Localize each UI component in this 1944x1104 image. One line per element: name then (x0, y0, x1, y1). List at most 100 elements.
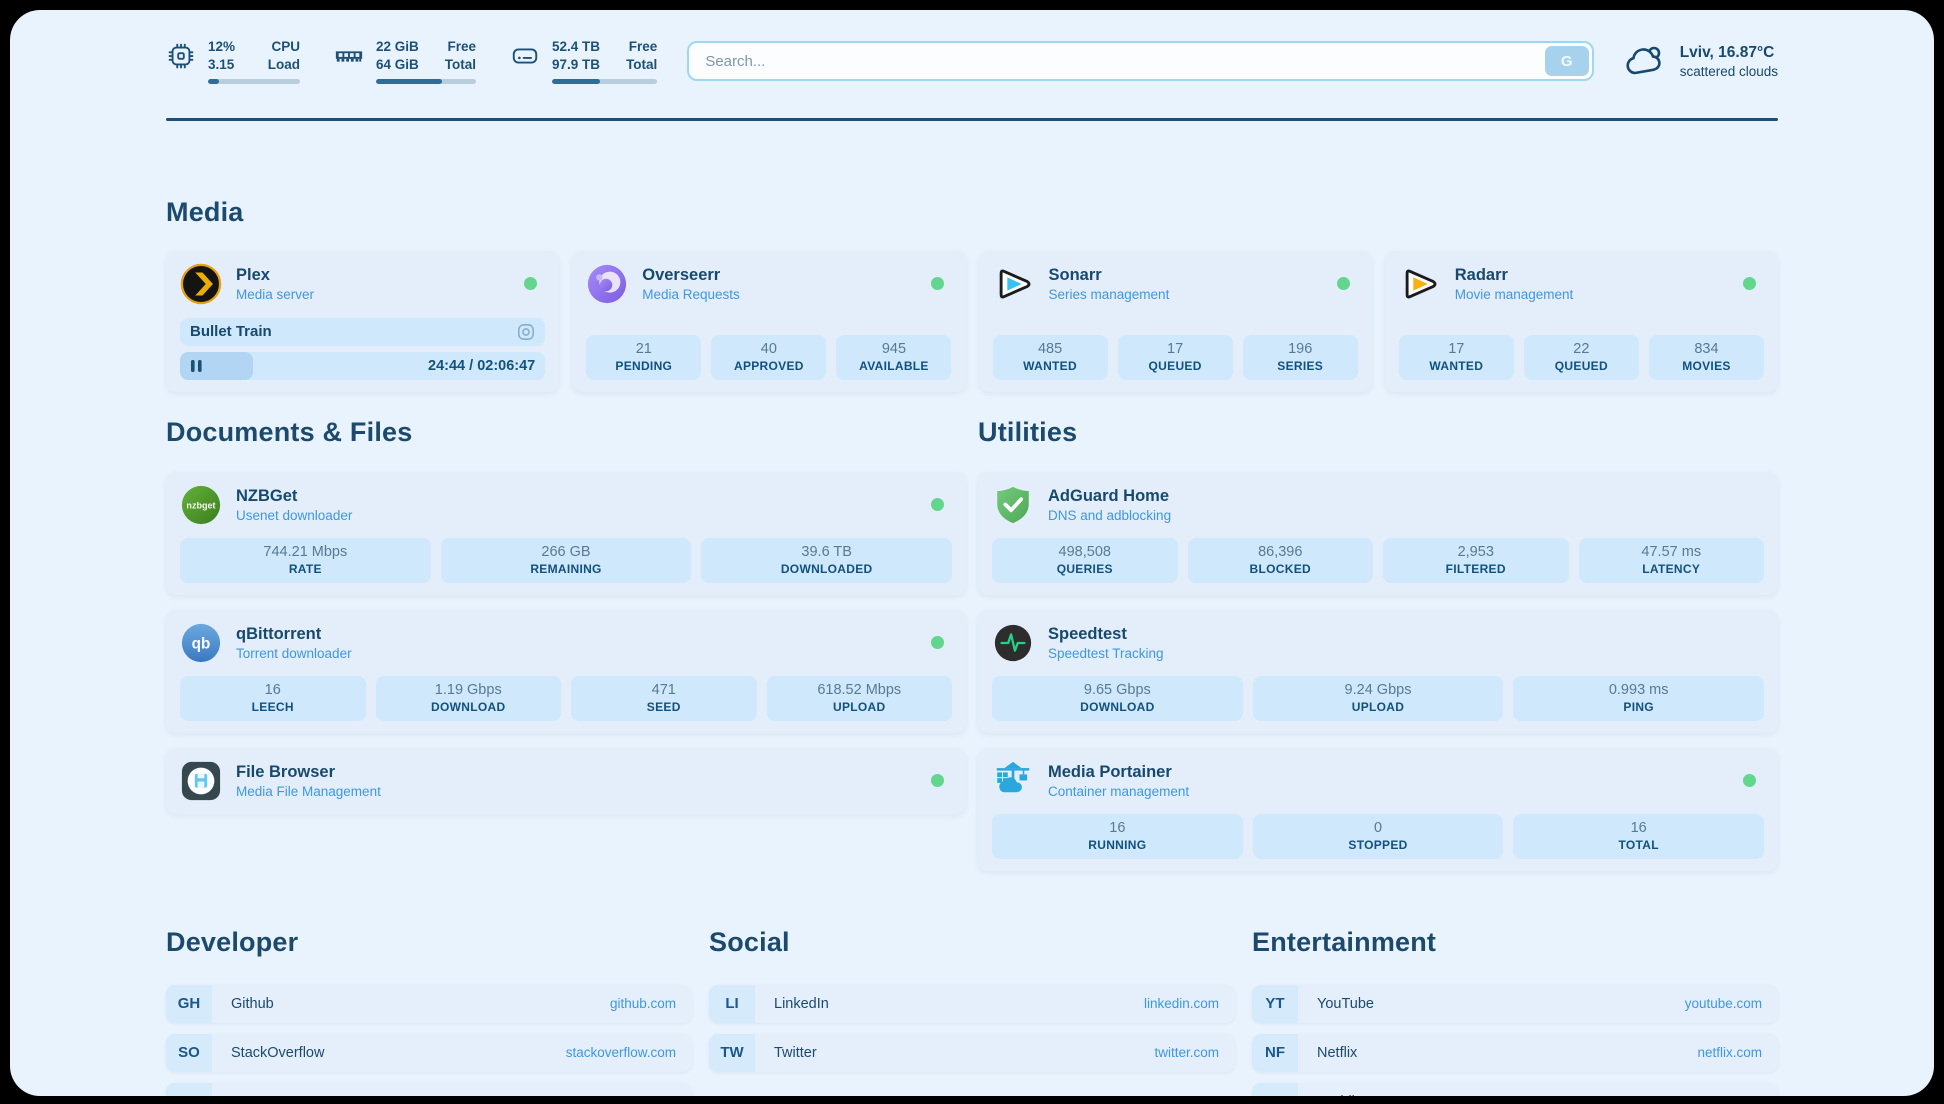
adguard-titles: AdGuard Home DNS and adblocking (1048, 487, 1171, 523)
section-documents: Documents & Files nzbget (166, 417, 966, 871)
bookmark-linkedin[interactable]: LI LinkedIn linkedin.com (709, 984, 1235, 1023)
filebrowser-icon (181, 761, 221, 800)
radarr-header: Radarr Movie management (1399, 263, 1764, 305)
stat-label: DOWNLOAD (431, 699, 506, 714)
bookmark-reddit[interactable]: RE Reddit reddit.com (1252, 1082, 1778, 1096)
app-card-filebrowser[interactable]: File Browser Media File Management (166, 747, 966, 814)
bookmark-github[interactable]: GH Github github.com (166, 984, 692, 1023)
svg-text:nzbget: nzbget (186, 500, 215, 510)
stat-label: FILTERED (1445, 561, 1506, 576)
nzbget-header: nzbget NZBGet Usenet downloader (180, 484, 952, 526)
filebrowser-titles: File Browser Media File Management (236, 763, 381, 799)
stat-box: 498,508 QUERIES (992, 537, 1178, 583)
stat-box: 86,396 BLOCKED (1187, 537, 1373, 583)
bookmark-netflix[interactable]: NF Netflix netflix.com (1252, 1033, 1778, 1072)
bookmark-dev[interactable]: DT DEV dev.to (166, 1082, 692, 1097)
adguard-stats: 498,508 QUERIES 86,396 BLOCKED 2,953 FIL… (992, 526, 1764, 583)
app-subtitle: Container management (1048, 783, 1190, 799)
bookmark-url[interactable]: dev.to (640, 1094, 676, 1096)
stat-value: 945 (881, 340, 907, 357)
sonarr-icon (999, 269, 1030, 298)
status-online-dot (1336, 277, 1350, 290)
stat-label: WANTED (1023, 358, 1077, 373)
bookmark-youtube[interactable]: YT YouTube youtube.com (1252, 984, 1778, 1023)
stat-box: 39.6 TB DOWNLOADED (701, 537, 953, 583)
nzbget-stats: 744.21 Mbps RATE 266 GB REMAINING 39.6 T… (180, 526, 953, 583)
stat-label: RUNNING (1088, 837, 1147, 852)
stat-label: QUEUED (1554, 358, 1608, 373)
bookmark-abbr: RE (1252, 1082, 1298, 1096)
status-online-dot (1743, 277, 1756, 290)
bookmark-twitter[interactable]: TW Twitter twitter.com (709, 1033, 1235, 1072)
app-card-portainer[interactable]: Media Portainer Container management 16 … (978, 747, 1778, 871)
radarr-titles: Radarr Movie management (1455, 266, 1574, 302)
app-card-nzbget[interactable]: nzbget NZBGet Usenet downloader 744.21 M… (166, 471, 966, 595)
bookmark-name: DEV (231, 1094, 261, 1097)
bookmark-abbr: NF (1252, 1033, 1298, 1072)
stat-value: 39.6 TB (801, 543, 852, 560)
app-card-speedtest[interactable]: Speedtest Speedtest Tracking 9.65 Gbps D… (978, 609, 1778, 733)
playback-time: 24:44 / 02:06:47 (428, 357, 536, 374)
stat-value: 86,396 (1258, 543, 1303, 560)
stat-value: 9.65 Gbps (1083, 681, 1151, 698)
app-card-plex[interactable]: Plex Media server Bullet Train (166, 250, 560, 392)
bookmark-abbr: DT (166, 1082, 212, 1096)
pause-icon[interactable] (190, 359, 203, 373)
stat-value: 9.24 Gbps (1344, 681, 1412, 698)
status-online-dot (930, 277, 944, 290)
media-section-title: Media (166, 196, 244, 227)
bookmark-url[interactable]: linkedin.com (1143, 996, 1219, 1011)
stat-box: 16 LEECH (180, 675, 366, 721)
qbittorrent-titles: qBittorrent Torrent downloader (236, 625, 352, 661)
plex-progress-bar[interactable]: 24:44 / 02:06:47 (180, 351, 546, 380)
app-card-radarr[interactable]: Radarr Movie management 17 WANTED 22 QUE… (1384, 250, 1778, 392)
plex-now-playing: Bullet Train (180, 317, 546, 346)
stat-value: 618.52 Mbps (817, 681, 902, 698)
stat-box: 16 RUNNING (992, 813, 1243, 859)
search-engine-button[interactable]: G (1544, 46, 1589, 76)
plex-header: Plex Media server (180, 263, 545, 305)
qbittorrent-header: qb qBittorrent Torrent downloader (180, 622, 952, 664)
app-subtitle: DNS and adblocking (1048, 507, 1172, 523)
search-input[interactable] (687, 41, 1594, 81)
bookmark-stackoverflow[interactable]: SO StackOverflow stackoverflow.com (166, 1033, 692, 1072)
bookmark-url[interactable]: github.com (609, 996, 676, 1011)
bookmark-name: StackOverflow (231, 1044, 325, 1061)
stat-box: 196 SERIES (1242, 334, 1358, 380)
bookmark-name: YouTube (1317, 995, 1374, 1012)
stream-session-icon[interactable] (517, 323, 535, 341)
social-list: LI LinkedIn linkedin.com TW Twitter twit… (709, 984, 1235, 1072)
bookmark-url[interactable]: netflix.com (1697, 1045, 1762, 1060)
app-card-adguard[interactable]: AdGuard Home DNS and adblocking 498,508 … (978, 471, 1778, 595)
bookmark-url[interactable]: twitter.com (1154, 1045, 1219, 1060)
dashboard-panel: 12% CPU 3.15 Load (10, 10, 1934, 1096)
stat-box: 1.19 Gbps DOWNLOAD (375, 675, 561, 721)
bookmark-url[interactable]: reddit.com (1699, 1094, 1762, 1096)
ram-stat: 22 GiB Free 64 GiB Total (334, 38, 477, 84)
disk-progress-track (552, 79, 658, 84)
app-card-sonarr[interactable]: Sonarr Series management 485 WANTED 17 Q… (978, 250, 1372, 392)
ram-total-value: 64 GiB (376, 57, 419, 72)
app-card-qbittorrent[interactable]: qb qBittorrent Torrent downloader 16 (166, 609, 966, 733)
app-name: Media Portainer (1048, 762, 1172, 781)
stat-value: 22 (1573, 340, 1590, 357)
status-online-dot (524, 277, 538, 290)
stat-label: UPLOAD (833, 699, 886, 714)
app-card-overseerr[interactable]: Overseerr Media Requests 21 PENDING 40 A… (572, 250, 966, 392)
stat-value: 2,953 (1457, 543, 1494, 560)
stat-value: 485 (1037, 340, 1063, 357)
speedtest-stats: 9.65 Gbps DOWNLOAD 9.24 Gbps UPLOAD 0.99… (992, 664, 1765, 721)
bookmark-url[interactable]: stackoverflow.com (565, 1045, 676, 1060)
bookmarks-section: Developer GH Github github.com SO StackO… (166, 927, 1778, 1097)
stat-label: LATENCY (1642, 561, 1701, 576)
cpu-label-bottom: Load (267, 57, 300, 72)
ram-free-value: 22 GiB (376, 39, 419, 54)
bookmark-url[interactable]: youtube.com (1684, 996, 1762, 1011)
stat-value: 47.57 ms (1641, 543, 1702, 560)
disk-free-value: 52.4 TB (552, 39, 601, 54)
overseerr-icon (588, 264, 627, 303)
portainer-stats: 16 RUNNING 0 STOPPED 16 TOTAL (992, 802, 1765, 859)
stat-box: 22 QUEUED (1523, 334, 1639, 380)
stat-label: LEECH (251, 699, 294, 714)
stat-box: 0 STOPPED (1252, 813, 1504, 859)
